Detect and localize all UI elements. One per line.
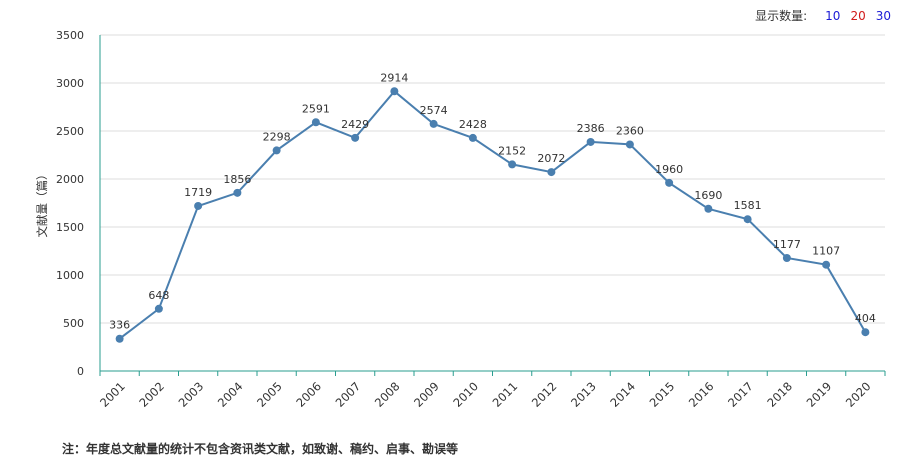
y-tick-label: 1500 <box>56 221 84 234</box>
data-point-2014 <box>625 140 634 149</box>
x-tick-label: 2019 <box>804 379 835 410</box>
data-label-2002: 648 <box>148 289 169 302</box>
display-count-label: 显示数量: <box>755 9 808 23</box>
data-label-2009: 2574 <box>420 104 448 117</box>
data-label-2018: 1177 <box>773 238 801 251</box>
x-tick-label: 2009 <box>411 379 442 410</box>
data-label-2012: 2072 <box>537 152 565 165</box>
y-tick-label: 2000 <box>56 173 84 186</box>
data-label-2014: 2360 <box>616 124 644 137</box>
data-point-2013 <box>586 137 595 146</box>
data-label-2008: 2914 <box>380 71 408 84</box>
data-point-2006 <box>311 118 320 127</box>
data-point-2011 <box>508 160 517 169</box>
display-count-option-20[interactable]: 20 <box>850 8 866 23</box>
x-tick-label: 2003 <box>176 379 207 410</box>
display-count-option-10[interactable]: 10 <box>825 8 841 23</box>
data-label-2007: 2429 <box>341 118 369 131</box>
y-tick-label: 3500 <box>56 29 84 42</box>
data-point-2018 <box>782 254 791 263</box>
data-point-2020 <box>861 328 870 337</box>
y-tick-label: 3000 <box>56 77 84 90</box>
y-tick-label: 2500 <box>56 125 84 138</box>
data-label-2010: 2428 <box>459 118 487 131</box>
axes <box>99 35 886 376</box>
y-tick-labels: 0 500 1000 1500 2000 2500 3000 3500 <box>56 29 84 378</box>
y-tick-label: 1000 <box>56 269 84 282</box>
x-tick-label: 2005 <box>254 379 285 410</box>
data-label-2001: 336 <box>109 319 130 332</box>
x-tick-label: 2013 <box>568 379 599 410</box>
data-label-2013: 2386 <box>577 122 605 135</box>
x-tick-label: 2006 <box>293 379 324 410</box>
data-label-2005: 2298 <box>263 130 291 143</box>
data-point-2012 <box>547 168 556 177</box>
x-tick-label: 2002 <box>136 379 167 410</box>
data-points <box>115 87 870 343</box>
data-point-2017 <box>743 215 752 224</box>
x-tick-label: 2020 <box>843 379 874 410</box>
y-tick-label: 500 <box>63 317 84 330</box>
data-label-2011: 2152 <box>498 144 526 157</box>
data-point-2003 <box>194 201 203 210</box>
x-tick-label: 2015 <box>647 379 678 410</box>
y-axis-title: 文献量（篇） <box>35 169 49 238</box>
data-label-2019: 1107 <box>812 245 840 258</box>
data-point-2001 <box>115 334 124 343</box>
x-tick-label: 2011 <box>490 379 521 410</box>
data-point-2010 <box>468 133 477 142</box>
data-label-2017: 1581 <box>734 199 762 212</box>
y-axis-title-group: 文献量（篇） <box>35 169 49 238</box>
data-label-2016: 1690 <box>694 189 722 202</box>
y-tick-label: 0 <box>77 365 84 378</box>
grid-lines <box>100 34 885 324</box>
x-tick-label: 2004 <box>215 379 246 410</box>
data-label-2004: 1856 <box>223 173 251 186</box>
x-tick-label: 2010 <box>450 379 481 410</box>
data-point-2002 <box>154 304 163 313</box>
data-point-2008 <box>390 87 399 96</box>
x-tick-label: 2017 <box>725 379 756 410</box>
x-tick-label: 2007 <box>333 379 364 410</box>
data-label-2006: 2591 <box>302 102 330 115</box>
series-line <box>118 89 867 340</box>
x-tick-label: 2001 <box>97 379 128 410</box>
data-point-2019 <box>822 260 831 269</box>
data-label-2020: 404 <box>855 312 876 325</box>
display-count-option-30[interactable]: 30 <box>875 8 891 23</box>
x-tick-labels: 2001 2002 2003 2004 2005 2006 2007 2008 2009 2010… <box>97 379 873 410</box>
data-point-2005 <box>272 146 281 155</box>
data-label-2015: 1960 <box>655 163 683 176</box>
data-point-2009 <box>429 119 438 128</box>
display-count-selector: 显示数量: 10 20 30 <box>755 7 891 24</box>
data-point-2004 <box>233 188 242 197</box>
data-point-2007 <box>351 133 360 142</box>
x-tick-label: 2018 <box>764 379 795 410</box>
footnote: 注：年度总文献量的统计不包含资讯类文献，如致谢、稿约、启事、勘误等 <box>62 442 459 456</box>
data-label-2003: 1719 <box>184 186 212 199</box>
x-tick-label: 2014 <box>607 379 638 410</box>
x-tick-label: 2012 <box>529 379 560 410</box>
data-point-2016 <box>704 204 713 213</box>
x-tick-label: 2008 <box>372 379 403 410</box>
data-labels: 336 648 1719 1856 2298 2591 2429 2914 2574 2428 21… <box>109 71 876 331</box>
series-line-group <box>118 89 867 340</box>
data-point-2015 <box>665 178 674 187</box>
x-tick-label: 2016 <box>686 379 717 410</box>
